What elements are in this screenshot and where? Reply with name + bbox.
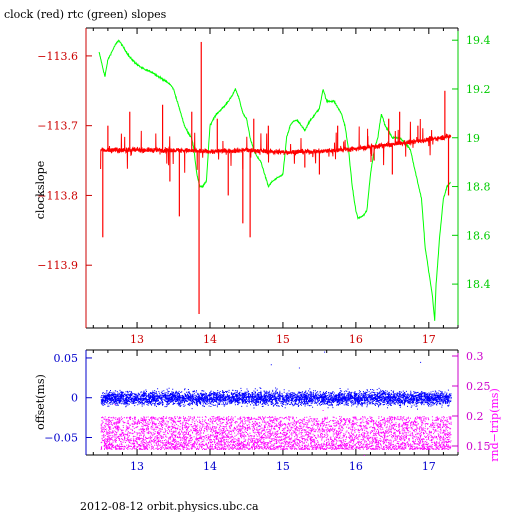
right-y-tick-label: 0.3 bbox=[466, 350, 484, 363]
top-chart-series bbox=[98, 39, 452, 321]
round-trip-scatter-points bbox=[100, 404, 452, 456]
x-tick-label: 13 bbox=[130, 460, 144, 473]
top-chart-title: clock (red) rtc (green) slopes bbox=[4, 8, 167, 21]
left-y-tick-label: 0 bbox=[71, 392, 78, 405]
x-tick-label: 15 bbox=[276, 333, 290, 346]
x-tick-label: 14 bbox=[203, 333, 217, 346]
x-tick-label: 16 bbox=[349, 333, 363, 346]
right-y-tick-label: 0.15 bbox=[466, 440, 491, 453]
x-tick-label: 15 bbox=[276, 460, 290, 473]
x-tick-label: 16 bbox=[349, 460, 363, 473]
x-tick-label: 17 bbox=[422, 460, 436, 473]
footer-caption: 2012-08-12 orbit.physics.ubc.ca bbox=[80, 500, 259, 512]
bottom-chart-right-y-axis-label: rnd−trip(ms) bbox=[488, 388, 501, 462]
right-y-tick-label: 0.25 bbox=[466, 380, 491, 393]
left-y-tick-label: −113.8 bbox=[37, 189, 78, 202]
right-y-tick-label: 18.4 bbox=[466, 278, 491, 291]
right-y-tick-label: 19.2 bbox=[466, 83, 491, 96]
bottom-chart-series bbox=[100, 351, 452, 456]
right-y-tick-label: 19.4 bbox=[466, 34, 491, 47]
right-y-tick-label: 18.8 bbox=[466, 181, 491, 194]
bottom-chart-left-y-axis-label: offset(ms) bbox=[34, 374, 47, 430]
rtc-series-line bbox=[98, 39, 451, 321]
left-y-tick-label: −113.6 bbox=[37, 50, 78, 63]
bottom-chart-axes: 13 14 15 16 17 0.05 0 −0.05 0.3 0.25 0.2 0.15 bbox=[44, 349, 491, 473]
right-y-tick-label: 0.2 bbox=[466, 410, 484, 423]
offset-scatter-points bbox=[100, 351, 452, 427]
clock-series-line bbox=[100, 118, 452, 173]
x-tick-label: 17 bbox=[422, 333, 436, 346]
top-chart-y-axis-label: clockslope bbox=[34, 161, 47, 219]
left-y-tick-label: −0.05 bbox=[44, 432, 78, 445]
left-y-tick-label: −113.7 bbox=[37, 120, 78, 133]
top-chart-axes: 13 14 15 16 17 −113.6 −113.7 −113.8 −113.9 19.4 19… bbox=[37, 27, 491, 346]
right-y-tick-label: 18.6 bbox=[466, 229, 491, 242]
x-tick-label: 14 bbox=[203, 460, 217, 473]
left-y-tick-label: 0.05 bbox=[54, 352, 79, 365]
x-tick-label: 13 bbox=[130, 333, 144, 346]
right-y-tick-label: 19 bbox=[466, 132, 480, 145]
left-y-tick-label: −113.9 bbox=[37, 259, 78, 272]
